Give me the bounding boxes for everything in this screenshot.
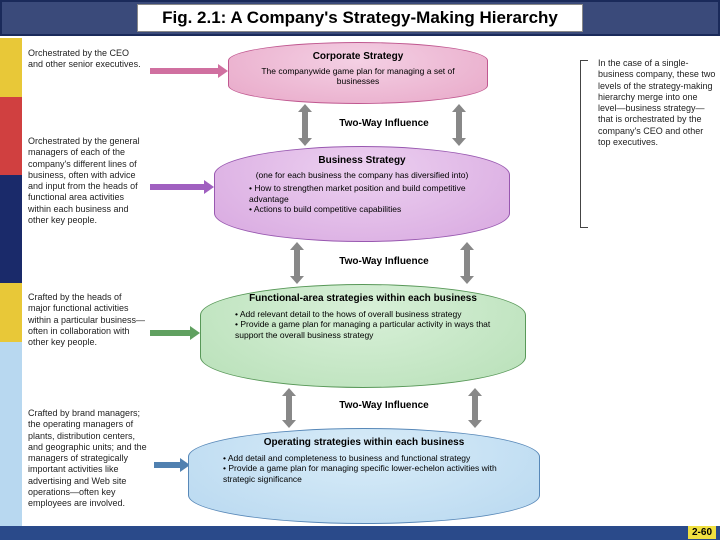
title-bar: Fig. 2.1: A Company's Strategy-Making Hi…: [0, 0, 720, 36]
level2-title: Business Strategy: [243, 155, 481, 168]
level-business: Business Strategy (one for each business…: [214, 146, 510, 242]
left-note-4: Crafted by brand managers; the operating…: [28, 408, 150, 509]
level3-bullet-0: Add relevant detail to the hows of overa…: [240, 309, 462, 319]
level2-bullet-1: Actions to build competitive capabilitie…: [254, 204, 401, 214]
v-arrow-3l: [282, 388, 296, 428]
v-arrow-2l: [290, 242, 304, 284]
level4-title: Operating strategies within each busines…: [217, 437, 511, 450]
two-way-2: Two-Way Influence: [314, 256, 454, 267]
level2-bullet-0: How to strengthen market position and bu…: [249, 183, 466, 204]
left-accent-stripe: [0, 38, 22, 528]
left-note-2: Orchestrated by the general managers of …: [28, 136, 146, 226]
level3-bullets: • Add relevant detail to the hows of ove…: [229, 309, 497, 341]
h-arrow-2: [150, 180, 214, 194]
level4-bullets: • Add detail and completeness to busines…: [217, 453, 511, 485]
figure-title: Fig. 2.1: A Company's Strategy-Making Hi…: [137, 4, 583, 32]
v-arrow-1r: [452, 104, 466, 146]
footer-band: [0, 526, 720, 540]
level1-subtitle: The companywide game plan for managing a…: [257, 66, 459, 87]
page-number: 2-60: [688, 526, 716, 539]
level-functional: Functional-area strategies within each b…: [200, 284, 526, 388]
v-arrow-3r: [468, 388, 482, 428]
two-way-3: Two-Way Influence: [314, 400, 454, 411]
level4-bullet-1: Provide a game plan for managing specifi…: [223, 463, 497, 484]
v-arrow-1l: [298, 104, 312, 146]
left-note-3: Crafted by the heads of major functional…: [28, 292, 146, 348]
level-operating: Operating strategies within each busines…: [188, 428, 540, 524]
right-bracket: [580, 60, 588, 228]
level2-bullets: • How to strengthen market position and …: [243, 183, 481, 215]
h-arrow-4: [154, 458, 190, 472]
v-arrow-2r: [460, 242, 474, 284]
level-corporate: Corporate Strategy The companywide game …: [228, 42, 488, 104]
h-arrow-3: [150, 326, 200, 340]
level1-title: Corporate Strategy: [257, 51, 459, 64]
left-note-1: Orchestrated by the CEO and other senior…: [28, 48, 146, 71]
diagram-canvas: Orchestrated by the CEO and other senior…: [28, 40, 716, 530]
level3-title: Functional-area strategies within each b…: [229, 293, 497, 306]
h-arrow-1: [150, 64, 228, 78]
two-way-1: Two-Way Influence: [314, 118, 454, 129]
right-note: In the case of a single-business company…: [598, 58, 716, 148]
level2-subtitle: (one for each business the company has d…: [243, 170, 481, 181]
level3-bullet-1: Provide a game plan for managing a parti…: [235, 319, 490, 340]
level4-bullet-0: Add detail and completeness to business …: [228, 453, 470, 463]
